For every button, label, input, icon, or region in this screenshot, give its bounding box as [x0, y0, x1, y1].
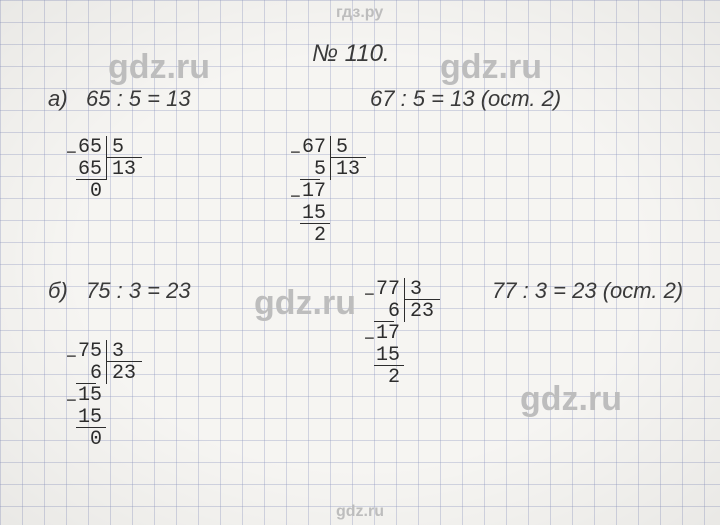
longdiv-a1-row1: 0	[78, 180, 102, 203]
label-b: б)	[48, 278, 68, 304]
equation-b1: 75 : 3 = 23	[86, 278, 191, 304]
longdiv-b2-dividend: 77	[376, 278, 400, 301]
longdiv-b1-row3: 0	[78, 428, 102, 451]
problem-number: № 110.	[312, 40, 390, 68]
longdiv-b1-row1: 15	[78, 384, 102, 407]
longdiv-b2-row2: 15	[376, 344, 400, 367]
equation-a2: 67 : 5 = 13 (ост. 2)	[370, 86, 561, 112]
longdiv-b1-vline	[106, 340, 107, 384]
longdiv-b2-minus1: −	[364, 330, 375, 350]
longdiv-b2-quotient: 23	[410, 300, 434, 323]
longdiv-a2-row2: 15	[302, 202, 326, 225]
longdiv-b2-divisor: 3	[410, 278, 422, 301]
longdiv-a1-divisor: 5	[112, 136, 124, 159]
equation-a1: 65 : 5 = 13	[86, 86, 191, 112]
longdiv-b1-minus1: −	[66, 392, 77, 412]
longdiv-a2-row1: 17	[302, 180, 326, 203]
longdiv-a1-dividend: 65	[78, 136, 102, 159]
longdiv-b1-minus0: −	[66, 348, 77, 368]
paper-vignette	[0, 0, 720, 525]
longdiv-b2-row3: 2	[376, 366, 400, 389]
longdiv-a1-vline	[106, 136, 107, 180]
longdiv-a1-quotient: 13	[112, 158, 136, 181]
longdiv-b2-minus0: −	[364, 286, 375, 306]
longdiv-b2-hline	[404, 299, 440, 300]
equation-b2: 77 : 3 = 23 (ост. 2)	[492, 278, 683, 304]
longdiv-a2-hline	[330, 157, 366, 158]
longdiv-b1-row0: 6	[78, 362, 102, 385]
longdiv-b2-vline	[404, 278, 405, 322]
longdiv-a2-row3: 2	[302, 224, 326, 247]
longdiv-a2-row0: 5	[302, 158, 326, 181]
longdiv-a2-quotient: 13	[336, 158, 360, 181]
longdiv-a1-row0: 65	[78, 158, 102, 181]
longdiv-a2-minus1: −	[290, 188, 301, 208]
longdiv-b1-hline	[106, 361, 142, 362]
longdiv-a2-minus0: −	[290, 144, 301, 164]
longdiv-a1-minus0: −	[66, 144, 77, 164]
label-a: а)	[48, 86, 68, 112]
longdiv-b2-row0: 6	[376, 300, 400, 323]
longdiv-b1-dividend: 75	[78, 340, 102, 363]
longdiv-a2-vline	[330, 136, 331, 180]
longdiv-a2-divisor: 5	[336, 136, 348, 159]
longdiv-b1-quotient: 23	[112, 362, 136, 385]
longdiv-b1-row2: 15	[78, 406, 102, 429]
longdiv-a2-dividend: 67	[302, 136, 326, 159]
longdiv-a1-hline	[106, 157, 142, 158]
longdiv-b1-divisor: 3	[112, 340, 124, 363]
longdiv-b2-row1: 17	[376, 322, 400, 345]
